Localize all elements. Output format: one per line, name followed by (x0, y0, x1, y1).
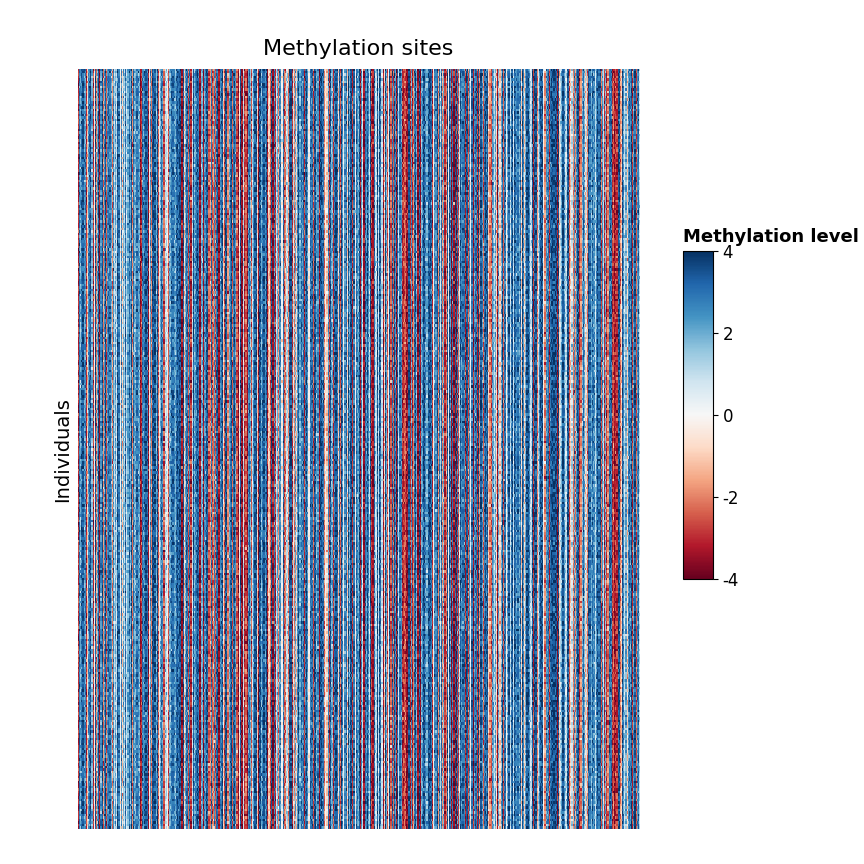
Text: Methylation level: Methylation level (683, 228, 859, 246)
Title: Methylation sites: Methylation sites (264, 39, 454, 60)
Y-axis label: Individuals: Individuals (54, 397, 73, 502)
